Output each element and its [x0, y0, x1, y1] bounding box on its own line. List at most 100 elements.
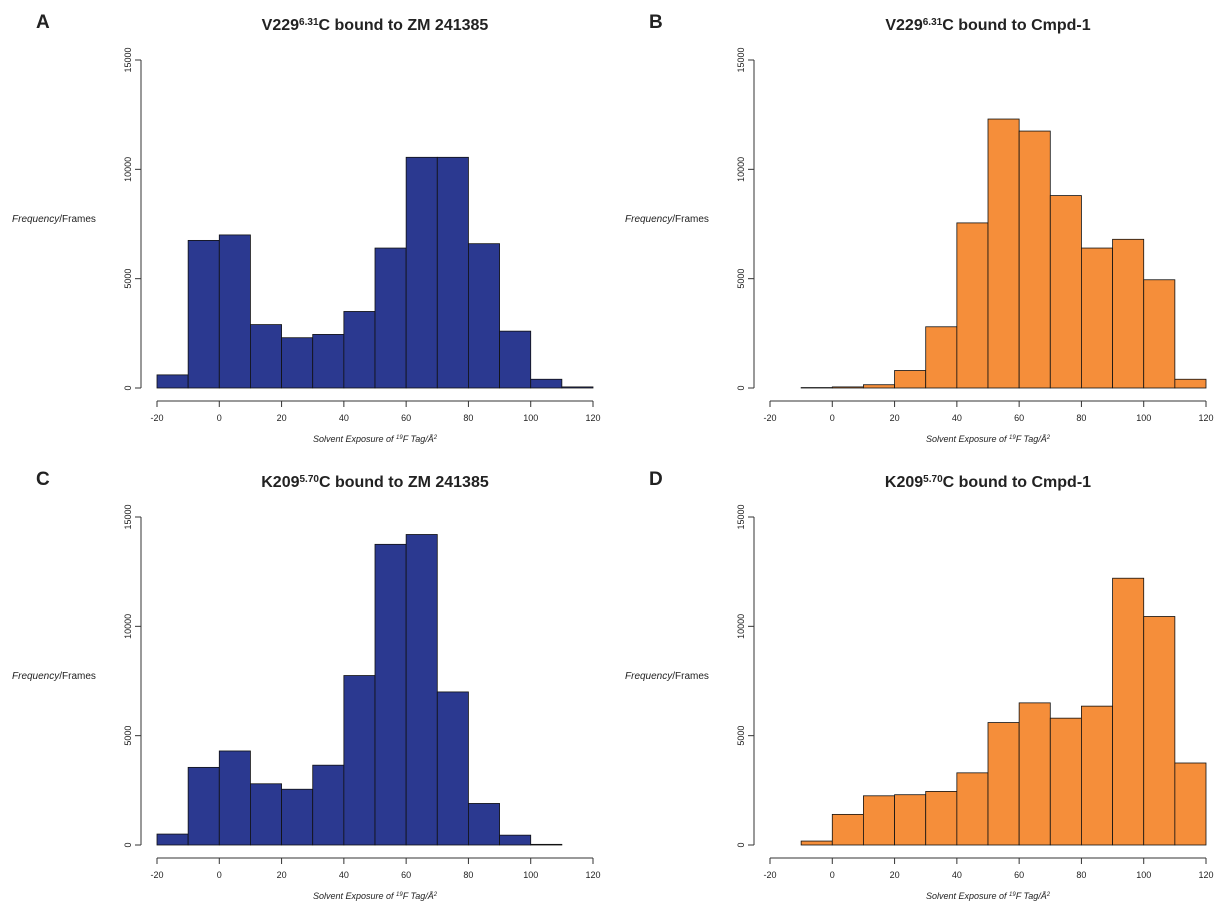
- x-axis-label-part: F Tag/Å: [403, 434, 434, 444]
- chart-title: V2296.31C bound to ZM 241385: [262, 17, 489, 35]
- bar: [987, 118, 1020, 389]
- bar: [187, 239, 220, 389]
- x-tick-label: 40: [339, 413, 349, 423]
- bar: [800, 840, 833, 846]
- y-tick-label: 5000: [123, 726, 133, 746]
- x-tick-label: -20: [150, 413, 163, 423]
- bar: [1143, 279, 1176, 389]
- x-axis-label-part: Solvent Exposure of: [926, 434, 1009, 444]
- bar: [863, 795, 895, 846]
- bar: [156, 374, 189, 389]
- x-tick-label: 100: [523, 870, 538, 880]
- bar: [1143, 616, 1176, 846]
- bar: [894, 794, 927, 846]
- y-tick-label: 15000: [736, 504, 746, 529]
- y-axis-label-part: Frequency: [625, 214, 673, 225]
- chart-title-part: C bound to Cmpd-1: [943, 474, 1092, 491]
- x-axis-label-part: 2: [433, 435, 438, 441]
- y-axis-label: Frequency/Frames: [12, 671, 96, 682]
- x-tick-label: -20: [150, 870, 163, 880]
- y-axis-label-part: /Frames: [672, 214, 709, 225]
- y-tick-label: 0: [123, 842, 133, 847]
- x-tick-label: -20: [763, 413, 776, 423]
- chart-title: V2296.31C bound to Cmpd-1: [885, 17, 1090, 35]
- y-tick-label: 10000: [123, 157, 133, 182]
- chart-title-part: C bound to Cmpd-1: [942, 17, 1091, 34]
- x-tick-label: 100: [1136, 413, 1151, 423]
- bar: [1112, 577, 1145, 846]
- bar: [468, 243, 500, 389]
- y-tick-label: 15000: [123, 47, 133, 72]
- y-tick-label: 5000: [736, 269, 746, 289]
- bar: [312, 764, 345, 846]
- x-tick-label: 120: [585, 413, 600, 423]
- y-tick-label: 10000: [736, 157, 746, 182]
- x-tick-label: 0: [830, 870, 835, 880]
- x-tick-label: 60: [401, 870, 411, 880]
- panel-label: A: [36, 12, 50, 33]
- x-axis-label-part: 2: [1046, 435, 1051, 441]
- bar: [436, 156, 469, 389]
- bar: [187, 766, 220, 846]
- panel: C K2095.70C bound to ZM 241385 Frequency/F…: [12, 469, 601, 901]
- bar: [956, 222, 989, 389]
- y-tick-label: 15000: [123, 504, 133, 529]
- y-axis-label-part: /Frames: [672, 671, 709, 682]
- bar: [1174, 762, 1207, 846]
- bar: [561, 386, 594, 389]
- bar: [281, 788, 314, 846]
- bar: [1018, 130, 1051, 389]
- x-axis-label-part: Solvent Exposure of: [313, 434, 396, 444]
- bar: [925, 791, 958, 846]
- bar: [250, 324, 282, 389]
- y-tick-label: 10000: [123, 614, 133, 639]
- y-tick-label: 15000: [736, 47, 746, 72]
- y-axis-label: Frequency/Frames: [625, 214, 709, 225]
- x-tick-label: 100: [523, 413, 538, 423]
- panel-label: B: [649, 12, 663, 33]
- x-tick-label: 80: [463, 413, 473, 423]
- x-tick-label: 40: [952, 870, 962, 880]
- bar: [499, 834, 532, 846]
- y-tick-label: 5000: [123, 269, 133, 289]
- y-axis-label-part: /Frames: [59, 214, 96, 225]
- x-tick-label: 80: [463, 870, 473, 880]
- chart-title-part: C bound to ZM 241385: [319, 474, 489, 491]
- bar: [925, 326, 958, 389]
- bar: [343, 675, 376, 846]
- chart-title: K2095.70C bound to ZM 241385: [261, 474, 489, 492]
- chart-title-part: 6.31: [923, 17, 943, 28]
- x-tick-label: 60: [401, 413, 411, 423]
- x-axis-label: Solvent Exposure of 19F Tag/Å2: [926, 891, 1051, 901]
- panel: D K2095.70C bound to Cmpd-1 Frequency/Fram…: [625, 469, 1214, 901]
- x-tick-label: 0: [217, 870, 222, 880]
- y-tick-label: 0: [736, 842, 746, 847]
- panel-label: D: [649, 469, 663, 490]
- y-axis-label-part: /Frames: [59, 671, 96, 682]
- bar: [956, 772, 989, 846]
- chart-title-part: V229: [262, 17, 299, 34]
- x-tick-label: -20: [763, 870, 776, 880]
- bar: [894, 370, 927, 389]
- y-tick-label: 10000: [736, 614, 746, 639]
- x-tick-label: 120: [1198, 413, 1213, 423]
- chart-title-part: C bound to ZM 241385: [319, 17, 489, 34]
- y-axis-label: Frequency/Frames: [12, 214, 96, 225]
- bar: [218, 234, 251, 389]
- chart-title-part: K209: [261, 474, 299, 491]
- x-axis-label: Solvent Exposure of 19F Tag/Å2: [313, 891, 438, 901]
- bar: [863, 384, 895, 389]
- bar: [530, 843, 563, 846]
- y-axis-label: Frequency/Frames: [625, 671, 709, 682]
- x-tick-label: 0: [830, 413, 835, 423]
- panel: A V2296.31C bound to ZM 241385 Frequency/F…: [12, 12, 601, 444]
- panel-label: C: [36, 469, 50, 490]
- bar: [405, 534, 438, 846]
- chart-title-part: V229: [885, 17, 922, 34]
- y-tick-label: 0: [736, 385, 746, 390]
- x-axis-label: Solvent Exposure of 19F Tag/Å2: [926, 434, 1051, 444]
- y-tick-label: 5000: [736, 726, 746, 746]
- x-axis-label-part: 2: [433, 892, 438, 898]
- x-axis-label-part: 19: [1009, 435, 1016, 441]
- x-tick-label: 0: [217, 413, 222, 423]
